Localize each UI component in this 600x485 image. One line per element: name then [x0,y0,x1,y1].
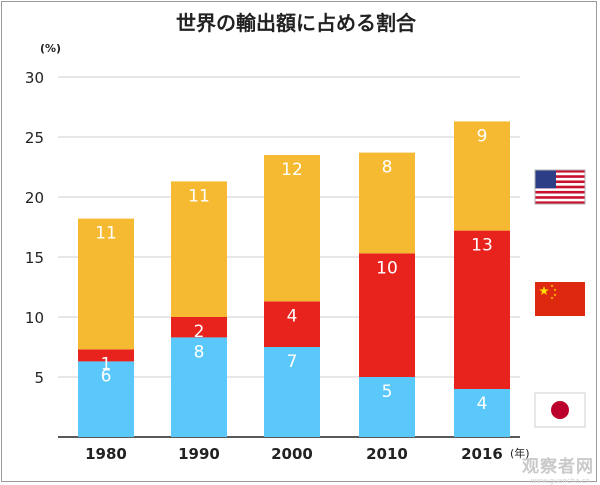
bar-1980-series-2 [78,218,134,350]
bar-label-1980-series-2: 11 [95,224,117,244]
legend-flags [534,169,586,428]
bar-label-2000-series-2: 12 [281,160,303,180]
bar-label-2016-series-2: 9 [477,126,488,146]
x-tick-label-2010: 2010 [366,445,408,463]
x-axis-unit: (年) [510,446,530,460]
x-tick-label-1990: 1990 [178,445,220,463]
y-tick-label-5: 5 [34,369,44,387]
bar-label-2000-series-0: 7 [287,352,298,372]
bar-label-2016-series-1: 13 [471,236,493,256]
bar-2016-series-1 [454,230,510,389]
bar-1990-series-1 [171,317,227,338]
x-axis-ticks: 1980 1990 2000 2010 2016 [85,445,503,463]
usa-flag-icon [534,169,586,205]
china-flag-icon [535,282,585,316]
bar-2000-series-2 [264,155,320,302]
y-tick-label-20: 20 [25,189,44,207]
bar-1980-series-0 [78,361,134,437]
bar-label-1980-series-0: 6 [101,366,112,386]
x-tick-label-2016: 2016 [461,445,503,463]
bar-label-1990-series-2: 11 [188,186,210,206]
y-axis-ticks: 5 10 15 20 25 30 [25,69,44,387]
bar-label-2010-series-1: 10 [376,258,398,278]
chart-title: 世界の輸出額に占める割合 [176,11,417,35]
y-tick-label-15: 15 [25,249,44,267]
bar-1990-series-0 [171,337,227,437]
bar-label-2010-series-0: 5 [382,382,393,402]
bar-label-1990-series-0: 8 [194,342,205,362]
bar-label-1980-series-1: 1 [101,354,112,374]
bar-2000-series-0 [264,347,320,437]
bar-1990-series-2 [171,181,227,317]
watermark-url: www.guancha.cn [530,477,590,485]
watermark: 观察者网 [522,457,594,477]
y-tick-label-10: 10 [25,309,44,327]
bar-label-2010-series-2: 8 [382,158,393,178]
x-tick-label-1980: 1980 [85,445,127,463]
bar-label-2000-series-1: 4 [287,306,298,326]
y-tick-label-30: 30 [25,69,44,87]
y-axis-unit: (%) [40,42,61,55]
bar-label-2016-series-0: 4 [477,394,488,414]
bar-2010-series-0 [359,377,415,437]
bar-2000-series-1 [264,301,320,347]
bar-2016-series-2 [454,121,510,231]
bar-2010-series-1 [359,253,415,377]
bar-1980-series-1 [78,349,134,362]
japan-flag-icon [534,392,586,428]
y-tick-label-25: 25 [25,129,44,147]
x-tick-label-2000: 2000 [271,445,313,463]
bar-2016-series-0 [454,389,510,437]
bar-2010-series-2 [359,152,415,254]
bar-label-1990-series-1: 2 [194,322,205,342]
